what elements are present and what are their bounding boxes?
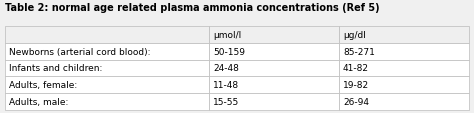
Bar	[209, 27, 339, 44]
Text: Table 2: normal age related plasma ammonia concentrations (Ref 5): Table 2: normal age related plasma ammon…	[5, 3, 379, 13]
Text: 11-48: 11-48	[213, 80, 239, 89]
Bar	[339, 93, 469, 110]
Bar	[339, 27, 469, 44]
Text: Infants and children:: Infants and children:	[9, 64, 102, 73]
Text: 24-48: 24-48	[213, 64, 239, 73]
Bar	[5, 77, 209, 93]
Bar	[209, 60, 339, 77]
Bar	[5, 93, 209, 110]
Text: 50-159: 50-159	[213, 47, 245, 56]
Text: 85-271: 85-271	[343, 47, 375, 56]
Bar	[5, 27, 209, 44]
Text: μg/dl: μg/dl	[343, 31, 366, 40]
Bar	[339, 60, 469, 77]
Bar	[339, 77, 469, 93]
Bar	[339, 44, 469, 60]
Text: μmol/l: μmol/l	[213, 31, 241, 40]
Bar	[209, 77, 339, 93]
Bar	[5, 60, 209, 77]
Bar	[209, 93, 339, 110]
Text: Newborns (arterial cord blood):: Newborns (arterial cord blood):	[9, 47, 150, 56]
Text: 26-94: 26-94	[343, 97, 369, 106]
Bar	[209, 44, 339, 60]
Text: 15-55: 15-55	[213, 97, 239, 106]
Text: 41-82: 41-82	[343, 64, 369, 73]
Text: Adults, male:: Adults, male:	[9, 97, 68, 106]
Bar	[5, 44, 209, 60]
Text: 19-82: 19-82	[343, 80, 369, 89]
Text: Adults, female:: Adults, female:	[9, 80, 77, 89]
